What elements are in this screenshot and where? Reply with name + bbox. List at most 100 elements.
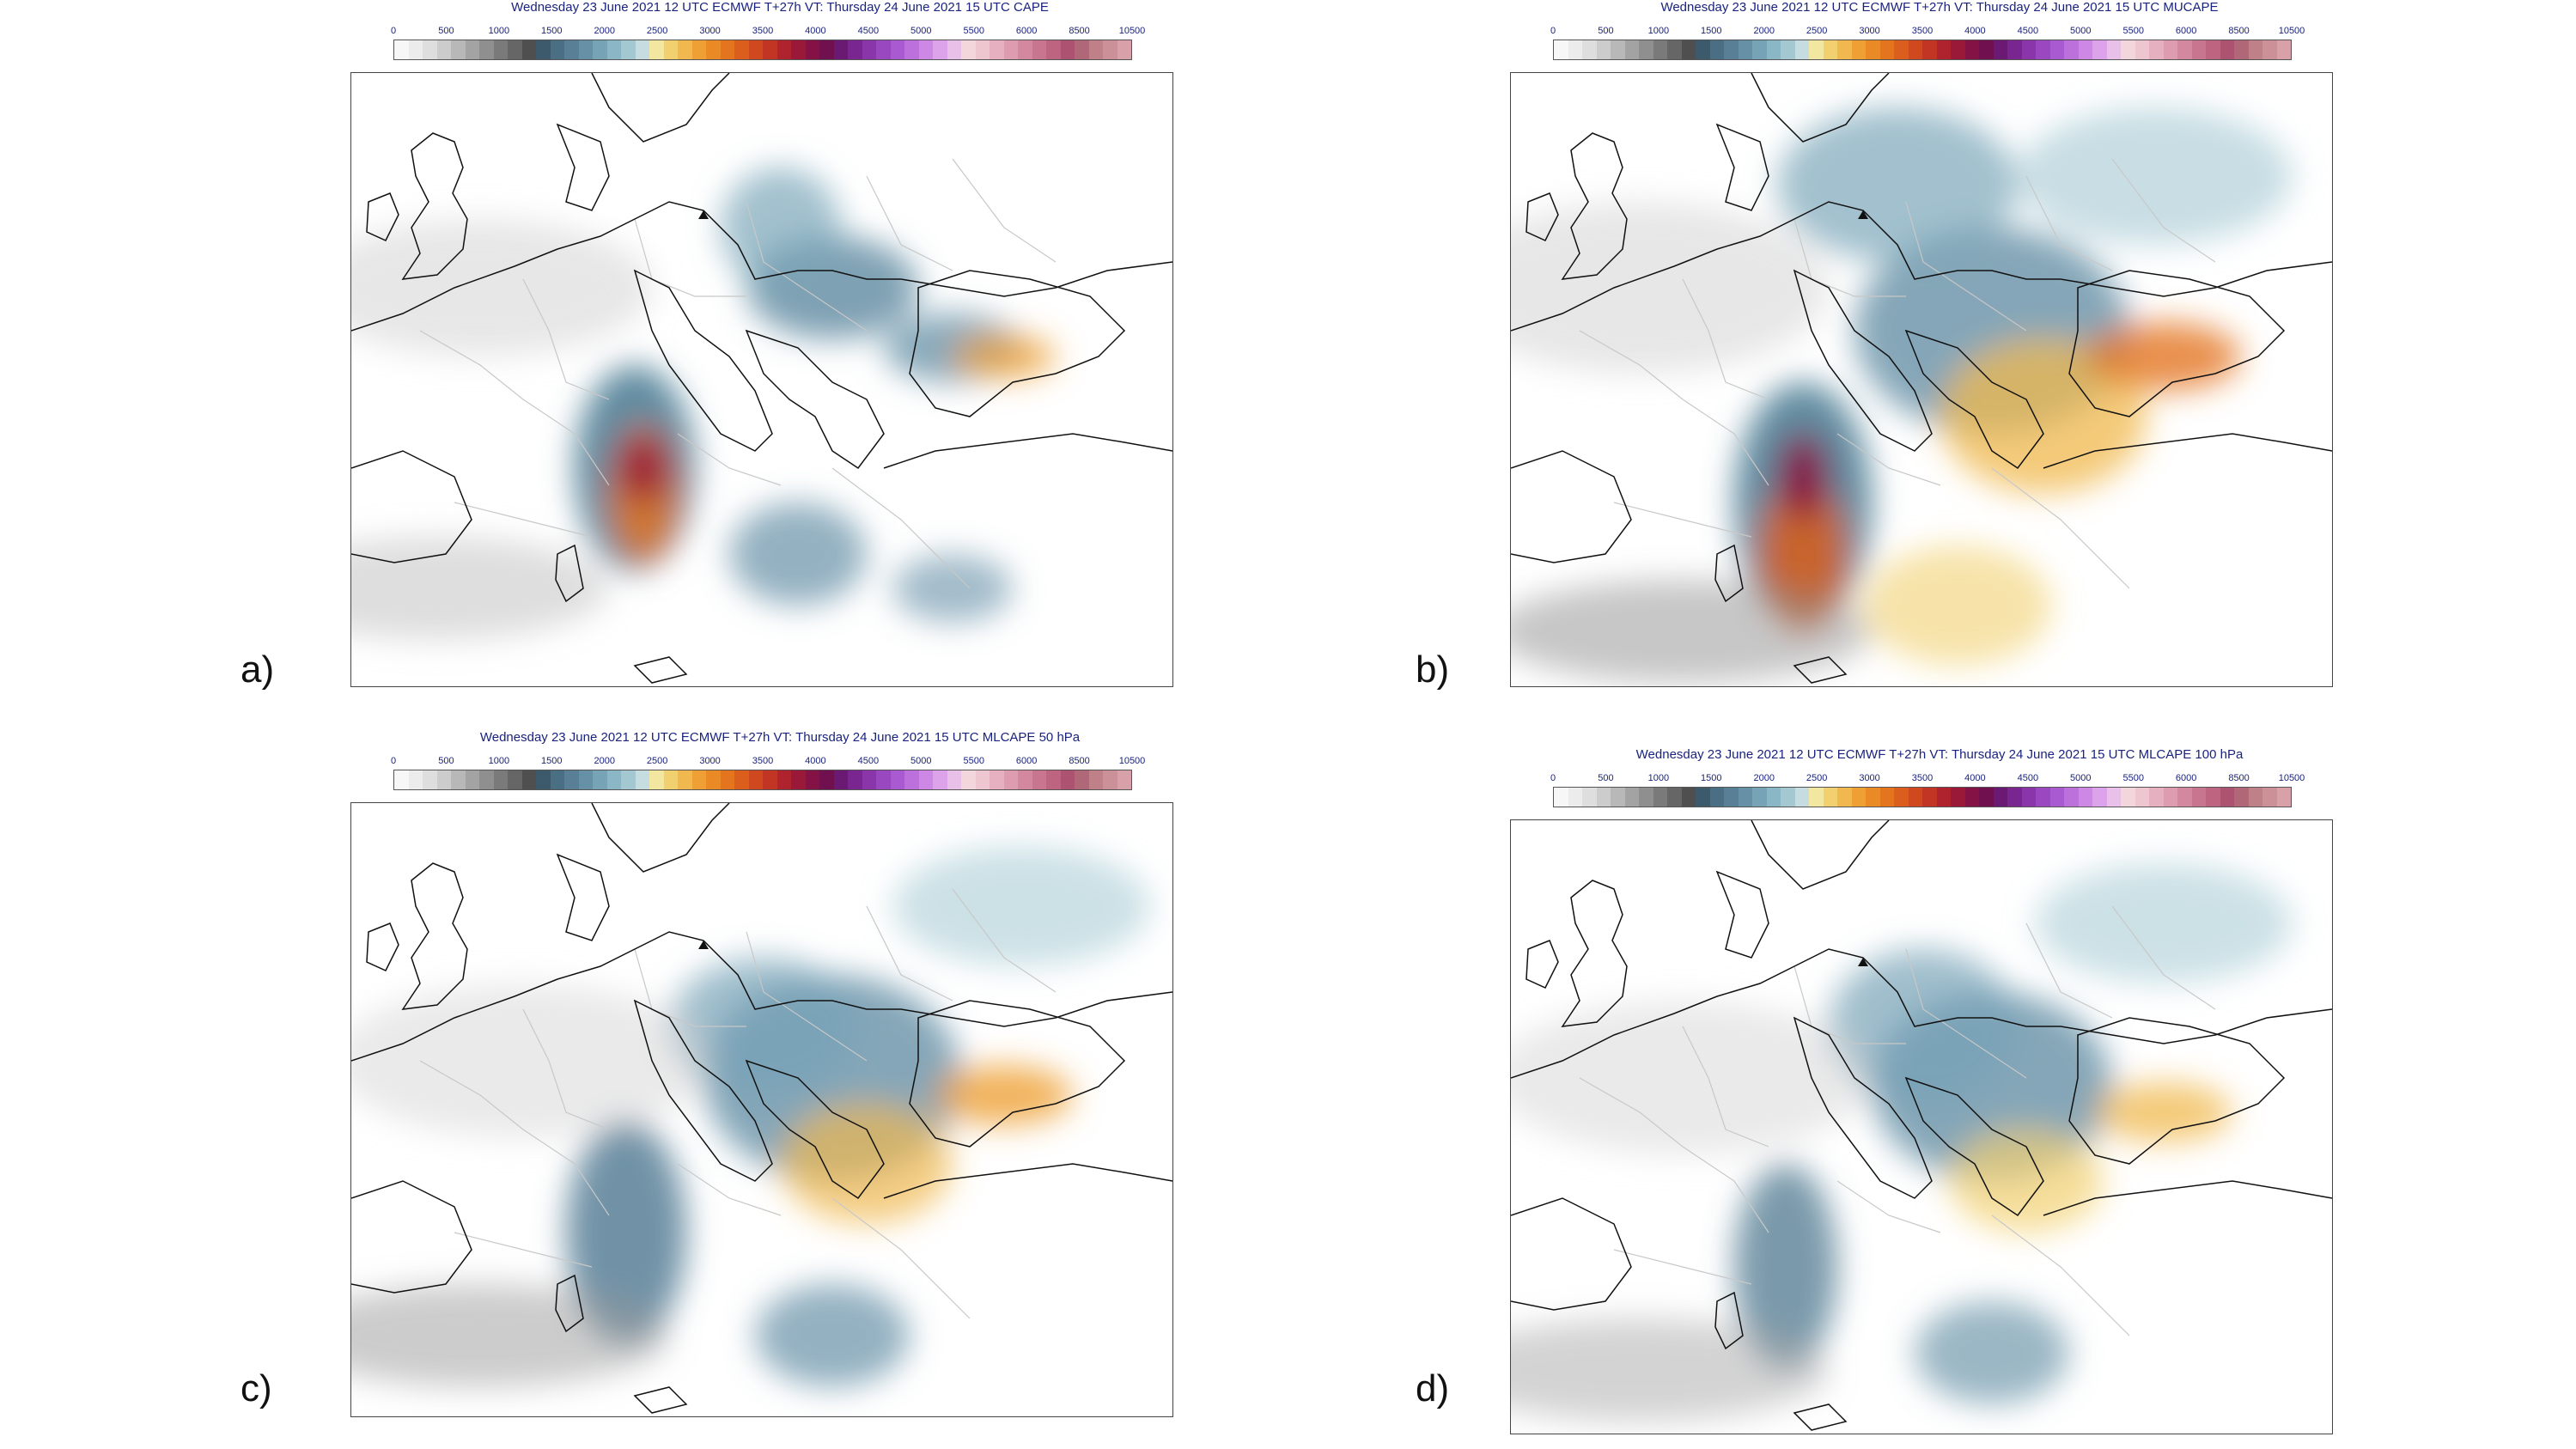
coastline [1511,201,2332,332]
colorbar-cell [678,770,692,789]
country-border [866,175,953,271]
colorbar-cell [1075,770,1089,789]
country-border [2111,158,2216,263]
cape-blob [618,434,669,502]
colorbar-cell [1809,40,1824,59]
colorbar-cell [1866,40,1880,59]
cape-blob [1777,107,2018,262]
colorbar-cell [621,40,636,59]
location-marker-icon [1858,210,1868,219]
country-border [1793,218,1906,297]
coastline [366,192,399,241]
coastline [591,73,730,143]
colorbar-tick-label: 4000 [1964,26,1986,36]
colorbar-tick-label: 1500 [541,26,563,36]
country-border [746,201,868,332]
panel-title: Wednesday 23 June 2021 12 UTC ECMWF T+27… [511,0,1049,15]
colorbar-cell [1936,788,1951,807]
country-border [866,905,953,1002]
colorbar-cell [2262,40,2277,59]
colorbar-cell [2092,788,2107,807]
colorbar-cell [1894,788,1909,807]
colorbar-tick-label: 4500 [857,756,880,766]
colorbar-cell [1993,788,2007,807]
colorbar-cell [776,770,791,789]
colorbar-tick-label: 3500 [752,26,774,36]
colorbar-cell [975,40,990,59]
colorbar-cell [1879,788,1894,807]
colorbar-cell [2248,788,2262,807]
colorbar-cell [1922,40,1937,59]
colorbar-cell [649,40,664,59]
coastline [633,999,773,1182]
colorbar-labels: 0 500 1000 1500 2000 2500 3000 3500 4000 4500 5000… [391,26,1145,38]
colorbar-cell [2064,788,2079,807]
colorbar-cell [1060,40,1075,59]
cape-field [1511,863,2293,1422]
colorbar-cell [833,40,848,59]
colorbar-tick-label: 2500 [1806,773,1828,783]
colorbar-tick-label: 500 [438,26,454,36]
colorbar-cell [2276,788,2291,807]
colorbar-tick-label: 500 [1598,773,1614,783]
colorbar-cell [1582,40,1597,59]
panel-label-d: d) [1416,1367,1450,1409]
country-border [677,433,782,486]
colorbar-cell [465,770,479,789]
colorbar-cell [2078,788,2092,807]
colorbar-labels: 0 500 1000 1500 2000 2500 3000 3500 4000 4500 5000… [1550,773,2305,785]
cape-blob [755,1284,910,1387]
colorbar-cell [1596,788,1611,807]
colorbar-cell [635,770,649,789]
colorbar-cell [1781,40,1795,59]
country-border [419,330,610,486]
colorbar-cell [862,40,876,59]
colorbar-cell [2106,40,2121,59]
colorbar-cell [593,40,607,59]
colorbar-cell [1894,40,1909,59]
colorbar-cell [521,40,536,59]
colorbar-cell [1681,788,1696,807]
colorbar-cell [2191,40,2206,59]
colorbar-tick-label: 3000 [1859,26,1880,36]
panel-c: Wednesday 23 June 2021 12 UTC ECMWF T+27… [350,730,1209,1417]
colorbar-cell [1752,40,1767,59]
colorbar-cell [1088,40,1103,59]
colorbar-cell [763,40,777,59]
colorbar-cell [1922,788,1937,807]
colorbar-cell [536,40,551,59]
country-border [2025,922,2113,1019]
colorbar-cell [1781,788,1795,807]
colorbar-cell [1964,40,1979,59]
country-border [634,948,746,1027]
colorbar-tick-label: 8500 [1069,26,1090,36]
country-border [454,1232,593,1268]
coastline [1793,1016,1933,1199]
country-border [522,278,610,400]
colorbar-tick-label: 10500 [2278,773,2305,783]
location-marker-icon [698,941,709,949]
cape-blob [566,1121,686,1344]
colorbar-cell [691,40,706,59]
cape-blob [892,554,1013,623]
colorbar-tick-label: 5000 [910,756,932,766]
colorbar-cell [2234,40,2249,59]
colorbar-cell [876,40,891,59]
colorbar-cell [1596,40,1611,59]
coastline [1511,948,2332,1079]
colorbar-cell [479,40,494,59]
coastline [556,853,610,941]
colorbar-cell [1611,40,1625,59]
colorbar-cell [734,770,749,789]
colorbar-cell [1117,770,1131,789]
colorbar-cell [947,40,961,59]
colorbar-tick-label: 2000 [594,756,615,766]
coastline [633,656,688,684]
coastline [2043,1180,2332,1216]
colorbar-cell [1117,40,1131,59]
country-border [1613,502,1752,538]
colorbar-tick-label: 5000 [2070,26,2092,36]
colorbar-cell [451,40,466,59]
colorbar-tick-label: 1500 [1701,26,1722,36]
colorbar-cell [1951,40,1965,59]
